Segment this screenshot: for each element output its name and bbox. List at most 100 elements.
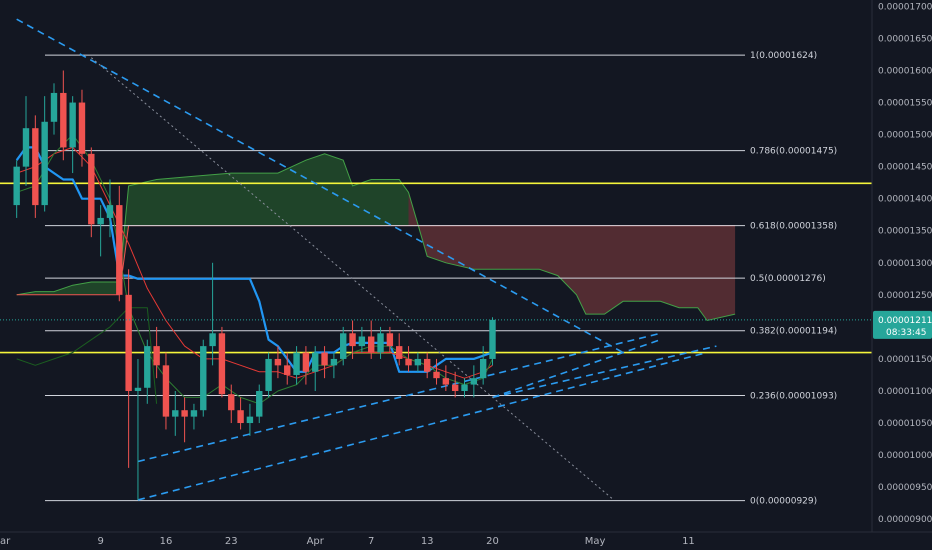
candle-bullish [293,346,300,385]
candle-bullish [190,403,198,430]
candle-body [78,102,86,154]
candle-body [377,333,384,353]
price-tick-label: 0.00000900 [878,515,932,525]
candle-bearish [423,352,431,379]
candle-body [368,336,375,353]
price-tick-label: 0.00001250 [878,291,932,301]
fib-level-label: 0.236(0.00001093) [750,391,837,401]
current-price-badge: 0.00001211 08:33:45 [873,310,932,339]
candle-bullish [22,96,30,186]
fib-level-label: 0.618(0.00001358) [750,222,837,232]
price-tick-label: 0.00001650 [878,34,932,44]
candle-body [312,352,319,372]
candle-body [265,358,272,391]
trendlines[interactable] [16,18,717,501]
price-axis-bg [872,0,932,550]
series-line-3 [16,307,158,404]
candle-bullish [106,179,114,238]
candle-body [246,416,254,424]
candle-body [479,358,487,379]
series-line-0 [15,146,493,373]
candle-body [433,371,440,379]
candle-body [69,102,76,148]
candle-body [284,365,291,375]
price-axis[interactable]: 0.00001700 0.00001650 0.00001600 0.00001550… [871,0,932,550]
time-tick-label: 20 [486,536,499,547]
current-price-label: 0.00001211 [878,316,932,326]
price-tick-label: 0.00001600 [878,67,932,77]
price-tick-label: 0.00001500 [878,131,932,141]
fib-level-label: 0.786(0.00001475) [750,147,837,157]
trendline-3[interactable] [492,338,661,399]
candle-body [451,384,459,391]
candle-bearish [302,346,310,385]
fib-level-label: 0.5(0.00001276) [750,274,826,284]
candle-body [88,153,95,225]
candle-bullish [209,262,216,366]
time-tick-label: 13 [421,536,434,547]
price-tick-label: 0.00001450 [878,163,932,173]
candle-body [134,387,142,391]
candle-bullish [479,346,487,385]
time-tick-label: ar [0,536,11,547]
candle-body [172,410,179,417]
candle-bullish [256,384,263,424]
trendline-0[interactable] [16,18,624,354]
candle-bearish [405,346,412,372]
candle-bearish [237,397,244,430]
candle-bearish [228,384,235,424]
candle-bullish [172,390,179,436]
trendline-2[interactable] [137,332,661,463]
candle-bullish [470,365,478,398]
price-tick-label: 0.00001150 [878,355,932,365]
candle-bearish [181,397,188,443]
candle-body [461,384,468,391]
candle-body [237,410,244,424]
candle-body [470,378,478,385]
candle-body [321,352,328,366]
candle-body [106,205,114,218]
candle-body [330,358,338,366]
time-tick-label: 23 [225,536,238,547]
candle-body [153,346,160,366]
candle-body [32,128,39,206]
candle-body [116,205,123,295]
candle-bearish [368,320,375,359]
trendline-1[interactable] [137,351,708,501]
fib-level-label: 1(0.00001624) [750,51,817,61]
candle-body [386,333,394,347]
candle-bullish [330,352,338,379]
candle-bearish [386,326,394,353]
price-tick-label: 0.00001300 [878,259,932,269]
candle-body [50,92,58,122]
price-tick-label: 0.00001350 [878,227,932,237]
cloud-bearish [408,192,736,321]
candle-bullish [144,339,151,404]
candle-body [209,333,216,347]
candle-bearish [153,326,160,379]
time-axis[interactable]: ar 9 16 23 Apr 7 13 20 May 11 [0,531,932,550]
cloud-bullish [16,153,409,295]
candle-bearish [32,115,39,218]
candle-body [358,336,366,347]
candle-bearish [451,371,459,398]
price-tick-label: 0.00001550 [878,99,932,109]
candle-bullish [358,326,366,353]
candle-body [125,294,132,391]
candle-body [200,346,207,411]
price-tick-label: 0.00001000 [878,451,932,461]
candle-bullish [97,205,104,257]
candle-bullish [414,352,422,372]
candle-body [274,358,282,366]
time-tick-label: Apr [307,536,325,547]
trendline-5[interactable] [90,57,615,501]
trendline-4[interactable] [492,345,717,399]
price-tick-label: 0.00001400 [878,195,932,205]
candle-bearish [60,70,67,161]
candle-body [228,394,235,411]
time-tick-label: 7 [368,536,374,547]
time-tick-label: 16 [160,536,173,547]
candle-body [162,365,170,417]
